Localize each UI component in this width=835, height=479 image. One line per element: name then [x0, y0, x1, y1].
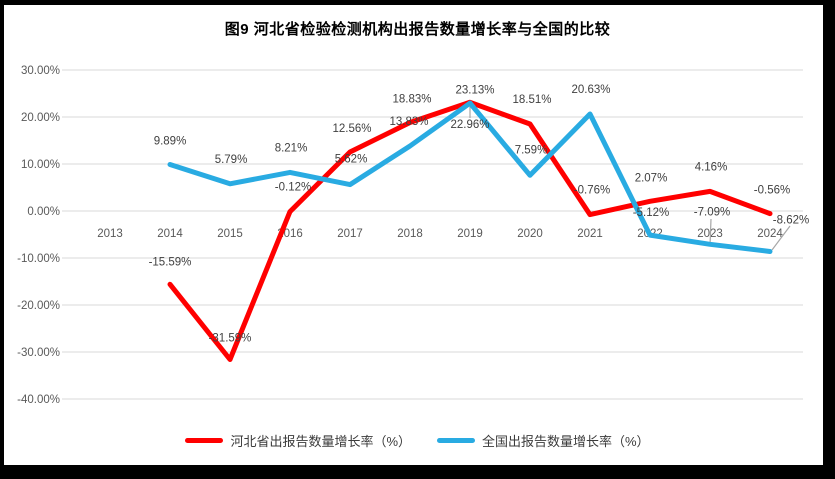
data-label: 2.07%	[635, 172, 668, 184]
y-axis-tick-label: -10.00%	[17, 253, 60, 265]
data-label: 18.51%	[512, 94, 551, 106]
data-label: 23.13%	[455, 84, 494, 96]
chart-legend: 河北省出报告数量增长率（%） 全国出报告数量增长率（%）	[0, 431, 835, 450]
data-label: 12.56%	[332, 123, 371, 135]
data-label: 20.63%	[571, 84, 610, 96]
page-edge-left	[0, 0, 4, 479]
legend-label: 全国出报告数量增长率（%）	[482, 434, 650, 449]
page-edge-right	[823, 0, 835, 479]
x-axis-tick-label: 2019	[457, 228, 483, 240]
data-label: -15.59%	[149, 256, 192, 268]
data-label: 8.21%	[275, 142, 308, 154]
x-axis-tick-label: 2017	[337, 228, 363, 240]
x-axis-tick-label: 2013	[97, 228, 123, 240]
data-label: -0.56%	[754, 185, 790, 197]
data-label-leader-line	[771, 225, 791, 251]
data-label: -0.12%	[275, 182, 311, 194]
national-series-line	[167, 100, 773, 254]
data-label-leader-line	[709, 218, 712, 247]
page-edge-top	[0, 0, 835, 5]
legend-line-swatch	[437, 438, 475, 443]
data-label: 9.89%	[154, 136, 187, 148]
x-axis-tick-label: 2018	[397, 228, 423, 240]
x-axis-tick-label: 2015	[217, 228, 243, 240]
x-axis-tick-label: 2014	[157, 228, 183, 240]
data-label: -8.62%	[773, 215, 809, 227]
y-axis-tick-label: 10.00%	[21, 159, 60, 171]
x-axis-tick-label: 2021	[577, 228, 603, 240]
data-label: 7.59%	[515, 144, 548, 156]
y-axis-tick-label: -20.00%	[17, 300, 60, 312]
data-label: 22.96%	[450, 119, 489, 131]
legend-item: 河北省出报告数量增长率（%）	[185, 431, 411, 450]
y-axis-tick-label: -30.00%	[17, 347, 60, 359]
x-axis-tick-label: 2024	[757, 228, 783, 240]
data-label: 5.62%	[335, 154, 368, 166]
legend-item: 全国出报告数量增长率（%）	[437, 431, 650, 450]
chart-title: 图9 河北省检验检测机构出报告数量增长率与全国的比较	[224, 21, 611, 38]
y-axis-tick-label: -40.00%	[17, 394, 60, 406]
y-axis-tick-label: 30.00%	[21, 65, 60, 77]
x-axis-tick-label: 2020	[517, 228, 543, 240]
y-axis-tick-label: 0.00%	[27, 206, 60, 218]
legend-line-swatch	[185, 438, 224, 443]
data-label: 5.79%	[215, 154, 248, 166]
page-edge-bottom	[0, 465, 835, 479]
data-label: -7.09%	[694, 206, 730, 218]
data-label: -0.76%	[574, 185, 610, 197]
data-label: -31.59%	[209, 332, 252, 344]
data-label: -5.12%	[633, 207, 669, 219]
y-axis-tick-label: 20.00%	[21, 112, 60, 124]
data-label: 18.83%	[392, 93, 431, 105]
data-label: 13.83%	[389, 116, 428, 128]
legend-label: 河北省出报告数量增长率（%）	[230, 434, 411, 449]
data-label: 4.16%	[695, 161, 728, 173]
